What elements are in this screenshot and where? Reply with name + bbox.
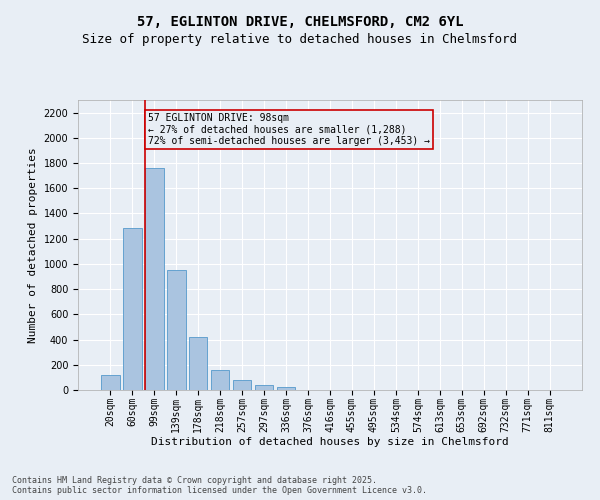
Bar — [233, 380, 251, 390]
Text: Contains HM Land Registry data © Crown copyright and database right 2025.: Contains HM Land Registry data © Crown c… — [12, 476, 377, 485]
Bar — [167, 270, 185, 390]
Bar — [277, 387, 295, 390]
Bar — [145, 168, 164, 390]
Bar — [123, 228, 142, 390]
Y-axis label: Number of detached properties: Number of detached properties — [28, 147, 38, 343]
Text: 57 EGLINTON DRIVE: 98sqm
← 27% of detached houses are smaller (1,288)
72% of sem: 57 EGLINTON DRIVE: 98sqm ← 27% of detach… — [148, 112, 430, 146]
Text: Contains public sector information licensed under the Open Government Licence v3: Contains public sector information licen… — [12, 486, 427, 495]
Bar — [101, 375, 119, 390]
X-axis label: Distribution of detached houses by size in Chelmsford: Distribution of detached houses by size … — [151, 437, 509, 447]
Text: Size of property relative to detached houses in Chelmsford: Size of property relative to detached ho… — [83, 32, 517, 46]
Text: 57, EGLINTON DRIVE, CHELMSFORD, CM2 6YL: 57, EGLINTON DRIVE, CHELMSFORD, CM2 6YL — [137, 15, 463, 29]
Bar — [189, 337, 208, 390]
Bar — [211, 370, 229, 390]
Bar — [255, 385, 274, 390]
